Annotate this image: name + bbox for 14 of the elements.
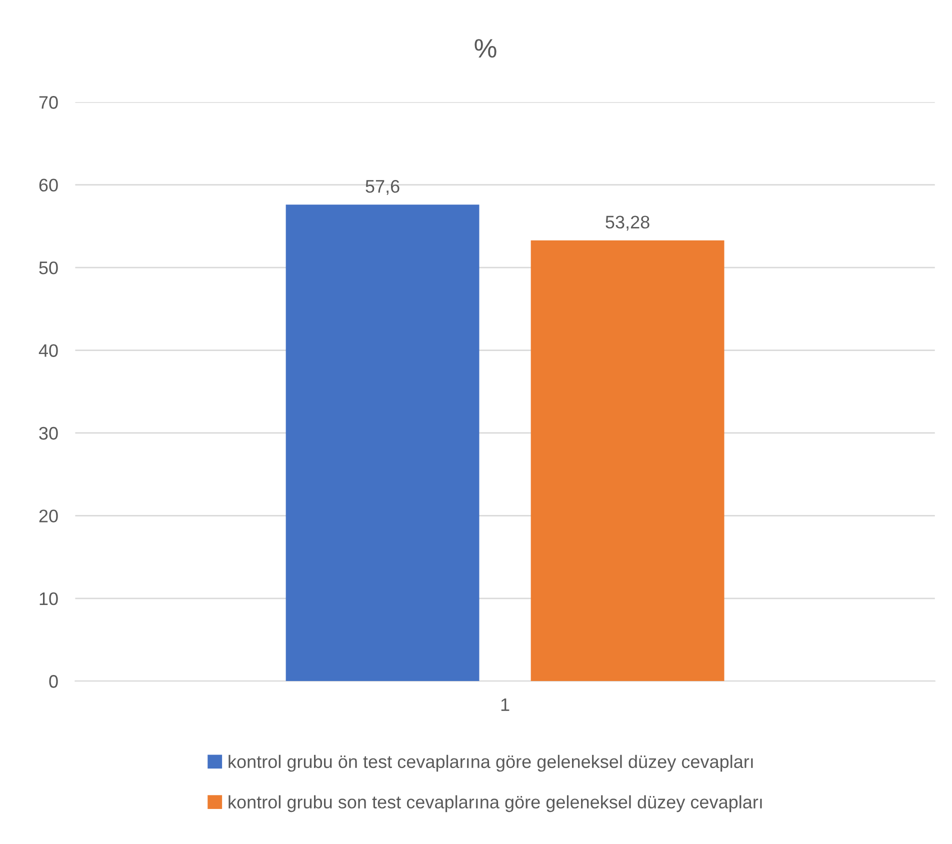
y-tick-label: 40 [38,344,58,357]
y-tick-label: 0 [49,675,58,688]
y-tick-label: 20 [39,510,58,522]
y-tick-label: 50 [39,261,58,274]
y-tick-label: 30 [39,426,58,440]
y-tick-label: 10 [40,592,58,606]
chart-title: % [474,39,496,58]
y-tick-label: 70 [39,96,58,109]
x-tick-label: 1 [501,698,510,711]
legend-label: kontrol grubu ön test cevaplarına göre geleneksel düzey cevapları [228,754,753,772]
legend-label: kontrol grubu son test cevaplarına göre geleneksel düzey cevapları [228,795,762,812]
data-label: 53,28 [606,216,650,231]
data-label: 57,6 [366,180,400,195]
y-tick-label: 60 [39,178,58,192]
